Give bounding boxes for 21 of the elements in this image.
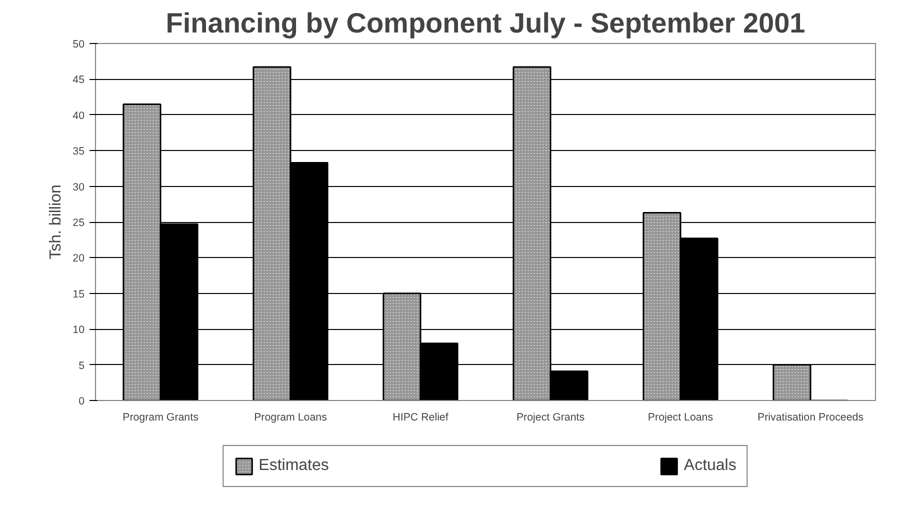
y-tick-label: 45: [72, 74, 85, 86]
y-axis-title: Tsh. billion: [48, 184, 65, 260]
legend-label: Estimates: [258, 457, 329, 475]
x-tick-label: Privatisation Proceeds: [757, 412, 864, 424]
x-tick-label: Program Grants: [122, 412, 198, 424]
x-tick-label: Project Grants: [516, 412, 585, 424]
y-tick-label: 10: [72, 324, 85, 336]
y-tick-label: 30: [72, 181, 85, 194]
chart-title: Financing by Component July - September 2001: [166, 8, 806, 38]
legend-label: Actuals: [684, 457, 736, 475]
y-tick-label: 35: [72, 146, 85, 158]
y-tick-label: 25: [72, 217, 85, 229]
y-tick-label: 5: [78, 360, 85, 372]
y-tick-label: 50: [72, 38, 85, 50]
x-tick-label: Program Loans: [254, 412, 327, 424]
y-tick-label: 0: [78, 396, 85, 408]
y-tick-label: 40: [72, 110, 85, 122]
y-tick-label: 20: [72, 252, 85, 265]
y-tick-label: 15: [72, 288, 85, 300]
x-tick-label: Project Loans: [648, 412, 714, 424]
x-tick-label: HIPC Relief: [392, 412, 448, 424]
